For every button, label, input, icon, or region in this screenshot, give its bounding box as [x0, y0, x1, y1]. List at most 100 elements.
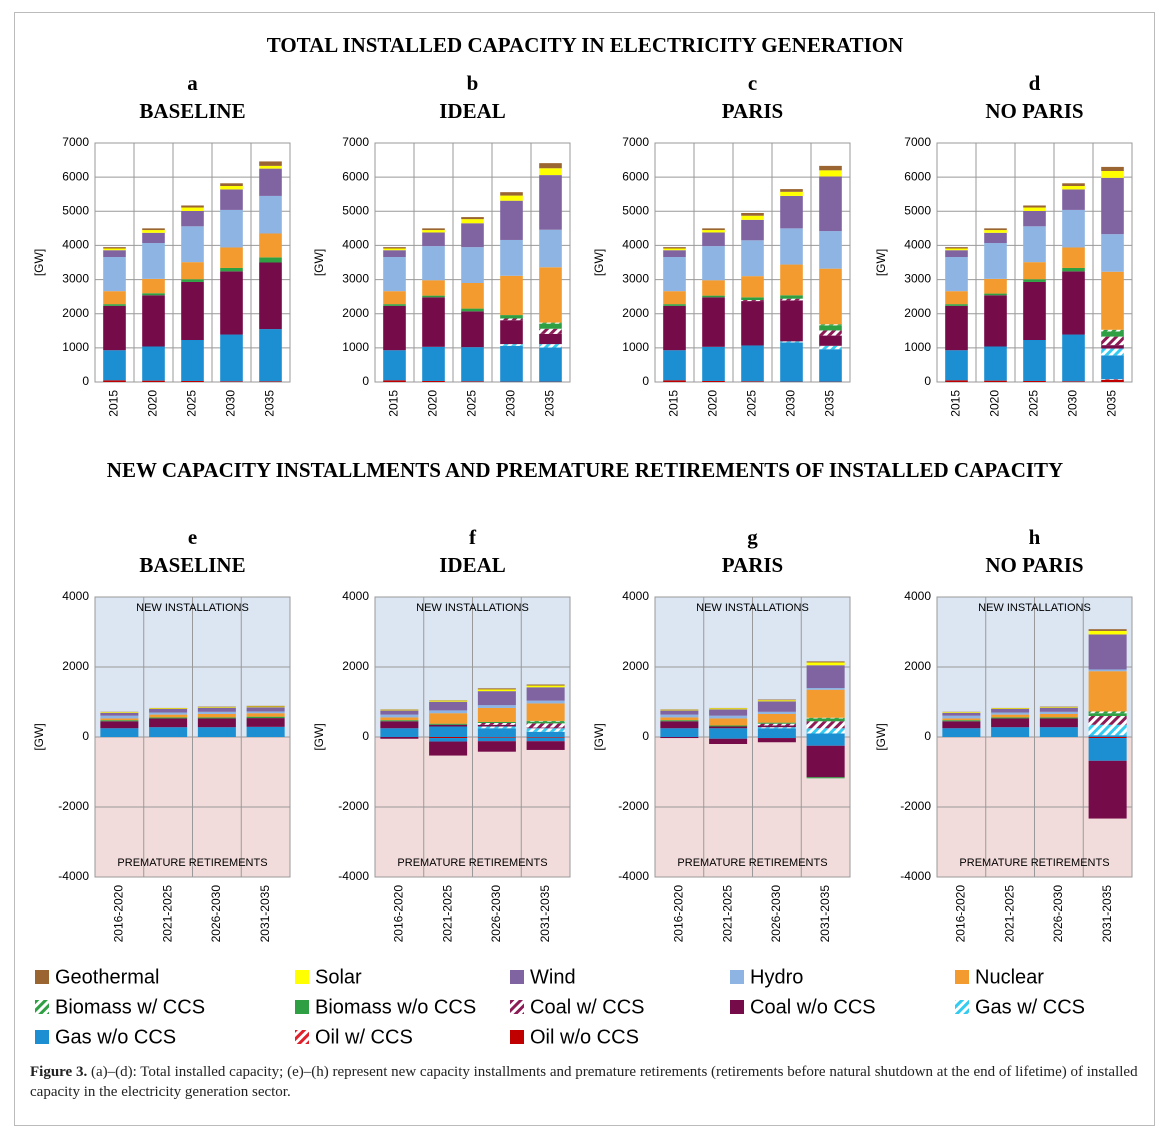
bar-segment — [945, 257, 968, 292]
y-tick-label: 2000 — [62, 659, 89, 673]
annotation: NEW INSTALLATIONS — [416, 602, 529, 614]
bar-segment — [1088, 724, 1127, 736]
legend-swatch — [35, 1000, 49, 1014]
x-tick-label: 2016-2020 — [392, 885, 406, 943]
bar-segment — [984, 228, 1007, 231]
y-tick-label: 0 — [82, 374, 89, 388]
bar-segment — [806, 662, 845, 666]
bar-segment — [477, 728, 516, 737]
bar-segment — [259, 165, 282, 169]
bar-segment — [702, 232, 725, 247]
caption-label: Figure 3. — [30, 1064, 88, 1080]
bar-segment — [702, 280, 725, 296]
y-tick-label: 7000 — [62, 135, 89, 149]
bar-segment — [1039, 706, 1078, 708]
y-tick-label: 6000 — [904, 169, 931, 183]
x-tick-label: 2031-2035 — [818, 885, 832, 943]
bar-segment — [1101, 348, 1124, 356]
bar-segment — [142, 228, 165, 231]
section-title: TOTAL INSTALLED CAPACITY IN ELECTRICITY … — [266, 33, 904, 57]
bar-segment — [1088, 713, 1127, 716]
legend-swatch — [295, 1030, 309, 1044]
bar-segment — [429, 700, 468, 702]
y-tick-label: 2000 — [62, 306, 89, 320]
x-tick-label: 2025 — [185, 390, 199, 417]
bar-segment — [984, 232, 1007, 244]
bar-segment — [741, 381, 764, 382]
bar-segment — [477, 723, 516, 725]
bar-segment — [1088, 630, 1127, 635]
annotation: NEW INSTALLATIONS — [696, 602, 809, 614]
retirement-segment — [477, 737, 516, 738]
bar-segment — [383, 247, 406, 249]
bar-segment — [539, 229, 562, 268]
bar-segment — [991, 727, 1030, 737]
bar-segment — [103, 250, 126, 258]
y-axis-label: [GW] — [32, 723, 46, 750]
y-tick-label: 6000 — [622, 169, 649, 183]
bar-segment — [1062, 381, 1085, 382]
bar-segment — [984, 230, 1007, 233]
bar-segment — [500, 239, 523, 276]
legend-label: Wind — [530, 966, 576, 988]
y-tick-label: 0 — [82, 729, 89, 743]
bar-segment — [709, 708, 748, 710]
bar-segment — [100, 715, 139, 719]
bar-segment — [702, 295, 725, 298]
y-tick-label: 7000 — [622, 135, 649, 149]
bar-segment — [526, 723, 565, 728]
legend-swatch — [730, 970, 744, 984]
bar-segment — [663, 380, 686, 382]
bar-segment — [1101, 170, 1124, 178]
bar-segment — [1088, 629, 1127, 631]
y-tick-label: 5000 — [62, 203, 89, 217]
bar-segment — [1101, 271, 1124, 330]
bar-segment — [100, 720, 139, 722]
x-tick-label: 2026-2030 — [769, 885, 783, 943]
legend-label: Gas w/o CCS — [55, 1026, 176, 1048]
retirement-segment — [1088, 738, 1127, 761]
bar-segment — [1062, 334, 1085, 382]
y-tick-label: -2000 — [338, 799, 369, 813]
bar-segment — [1023, 262, 1046, 280]
x-tick-label: 2026-2030 — [1051, 885, 1065, 943]
bar-segment — [741, 212, 764, 216]
bar-segment — [539, 328, 562, 334]
bar-segment — [429, 724, 468, 727]
bar-segment — [663, 248, 686, 251]
bar-segment — [945, 305, 968, 351]
bar-segment — [477, 705, 516, 708]
bar-segment — [819, 345, 842, 350]
bar-segment — [477, 707, 516, 722]
bar-segment — [663, 291, 686, 305]
bar-segment — [942, 728, 981, 737]
y-tick-label: 5000 — [622, 203, 649, 217]
bar-segment — [100, 712, 139, 716]
bar-segment — [780, 191, 803, 196]
bar-segment — [526, 700, 565, 704]
y-tick-label: 2000 — [622, 306, 649, 320]
bar-segment — [942, 715, 981, 719]
bar-segment — [422, 346, 445, 381]
y-tick-label: 3000 — [622, 272, 649, 286]
bar-segment — [526, 687, 565, 701]
bar-segment — [1023, 207, 1046, 211]
y-tick-label: 3000 — [62, 272, 89, 286]
bar-segment — [259, 168, 282, 196]
bar-segment — [259, 195, 282, 234]
y-tick-label: 4000 — [62, 238, 89, 252]
retirement-segment — [526, 737, 565, 738]
bar-segment — [383, 305, 406, 351]
bar-segment — [819, 231, 842, 269]
caption-text: (a)–(d): Total installed capacity; (e)–(… — [30, 1064, 1138, 1100]
x-tick-label: 2031-2035 — [258, 885, 272, 943]
bar-segment — [702, 230, 725, 233]
bar-segment — [984, 346, 1007, 381]
bar-segment — [181, 205, 204, 208]
bar-segment — [1101, 177, 1124, 235]
bar-segment — [1088, 634, 1127, 670]
bar-segment — [741, 300, 764, 302]
bar-segment — [1023, 210, 1046, 227]
bar-segment — [181, 380, 204, 382]
